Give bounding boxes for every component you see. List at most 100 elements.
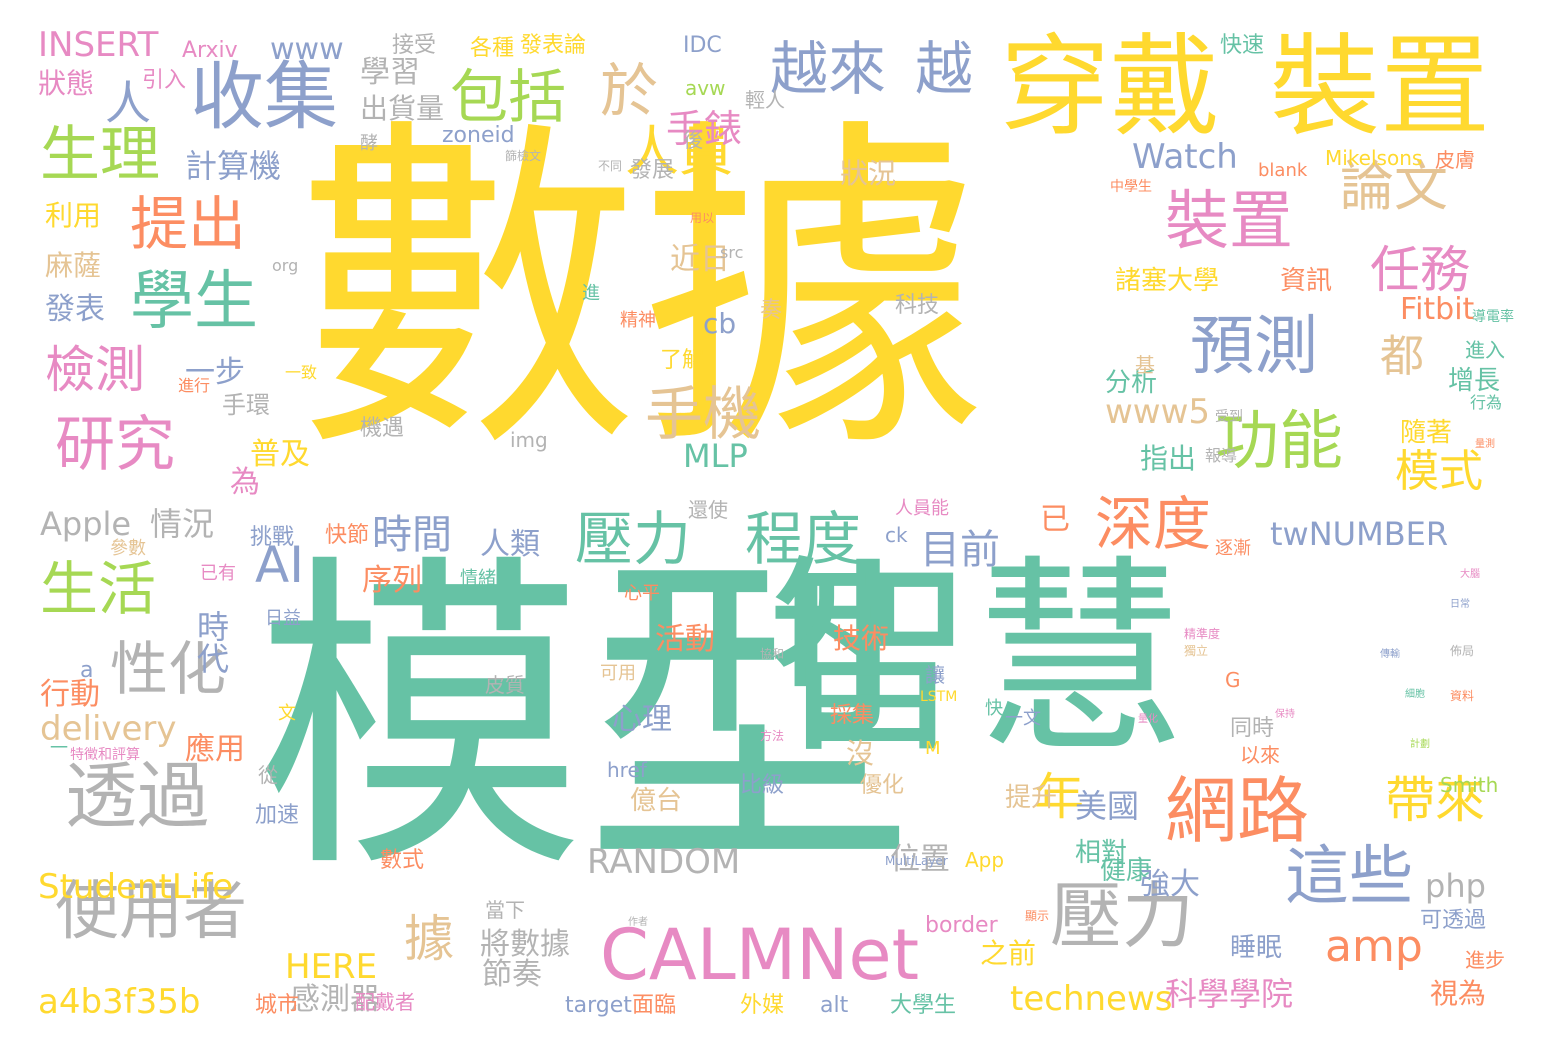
word: 序列: [362, 563, 422, 598]
word: 壓力: [575, 505, 692, 573]
word: 提出: [130, 190, 247, 258]
word: img: [510, 428, 548, 452]
word: 億台: [630, 786, 683, 816]
word: 量化: [1138, 714, 1158, 725]
word: MLP: [683, 437, 748, 475]
word: 學習: [360, 55, 420, 90]
word: INSERT: [38, 25, 159, 65]
word: 計劃: [1410, 739, 1430, 750]
word: 穿戴: [1000, 23, 1220, 151]
word: 麻薩: [45, 249, 102, 282]
word: 作者: [628, 917, 648, 928]
word: HERE: [285, 947, 378, 987]
word: 科技: [895, 293, 940, 318]
word: 任務: [1370, 241, 1470, 299]
word: 心平: [624, 583, 660, 604]
word: Mikelsons: [1325, 146, 1423, 170]
word: 大腦: [1460, 569, 1480, 580]
word: 狀態: [38, 67, 95, 100]
word: 同時: [1230, 716, 1275, 741]
word: 佈局: [1450, 644, 1475, 658]
word: App: [965, 848, 1005, 872]
word: 文: [278, 703, 296, 724]
word: border: [925, 913, 998, 938]
word: 睡眠: [1230, 933, 1283, 963]
word: 生理: [40, 120, 160, 190]
word: 優化: [860, 773, 905, 798]
word: delivery: [40, 709, 177, 749]
word: 手機: [645, 380, 762, 448]
word: 以來: [1240, 743, 1280, 767]
word: 了解: [660, 348, 705, 373]
word: 技術: [833, 622, 890, 655]
word: 還使: [688, 498, 728, 522]
word: 進: [582, 283, 600, 304]
word: 年: [1026, 770, 1084, 820]
word: 精準度: [1184, 627, 1221, 641]
word: 行為: [1470, 393, 1503, 412]
word: 人員: [625, 120, 733, 183]
word: 已有: [200, 563, 236, 584]
word: href: [607, 758, 647, 782]
word: org: [272, 256, 299, 275]
word: a: [80, 658, 94, 683]
word: 普及: [250, 437, 310, 472]
word: G: [1225, 668, 1241, 692]
word: 裝置: [1165, 185, 1293, 259]
word: 都: [1380, 331, 1424, 382]
word: 奏: [760, 298, 783, 323]
word: 研究: [55, 410, 175, 480]
word: 一致: [285, 363, 318, 382]
word: 感測器: [290, 982, 380, 1017]
word: 已: [1040, 502, 1070, 537]
word: 這些: [1285, 840, 1413, 914]
word: 手錶: [666, 107, 743, 151]
word: 接受: [392, 33, 437, 58]
word: MultiLayer: [885, 854, 948, 868]
word: technews: [1010, 979, 1173, 1019]
word: 城市: [255, 993, 300, 1018]
word: 進步: [1465, 948, 1505, 972]
word: 健康: [1100, 856, 1153, 886]
word: Watch: [1132, 137, 1238, 177]
word: AI: [255, 536, 304, 594]
word: 發表論: [520, 33, 587, 58]
word: 方法: [760, 729, 785, 743]
word: 於: [600, 57, 659, 125]
word: 收集: [190, 54, 338, 140]
word: 指出: [1140, 442, 1197, 475]
word: 用以: [690, 211, 715, 225]
word: 引入: [142, 68, 187, 93]
word: 報導: [1205, 446, 1238, 465]
word: 論文: [1340, 155, 1448, 218]
word: 特徵和評算: [70, 747, 140, 763]
word: 近日: [670, 242, 730, 277]
word: 為: [230, 465, 260, 500]
word: 量測: [1475, 439, 1495, 450]
word: cb: [703, 307, 737, 340]
word: 數式: [380, 848, 425, 873]
word: 進行: [178, 376, 211, 395]
word: 位置: [890, 842, 950, 877]
word: 壓力: [1050, 874, 1195, 958]
word: 帶來: [1385, 771, 1485, 829]
word: blank: [1258, 160, 1308, 181]
word: 加速: [255, 803, 300, 828]
word: CALMNet: [600, 914, 920, 996]
word: 使用者: [55, 875, 247, 949]
word: 隨著: [1400, 418, 1453, 448]
word: 越來: [770, 35, 887, 103]
word: alt: [820, 993, 849, 1018]
word: M: [925, 738, 941, 759]
word: 人: [105, 76, 151, 130]
word: 大學生: [890, 993, 957, 1018]
word: www: [270, 32, 344, 67]
word: 目前: [920, 527, 1000, 573]
word: ck: [885, 523, 908, 547]
word: 將數據: [480, 927, 570, 962]
word: 受到: [1215, 409, 1243, 425]
word: Arxiv: [182, 38, 238, 63]
word: 參數: [110, 538, 146, 559]
word: 挑戰: [250, 525, 295, 550]
